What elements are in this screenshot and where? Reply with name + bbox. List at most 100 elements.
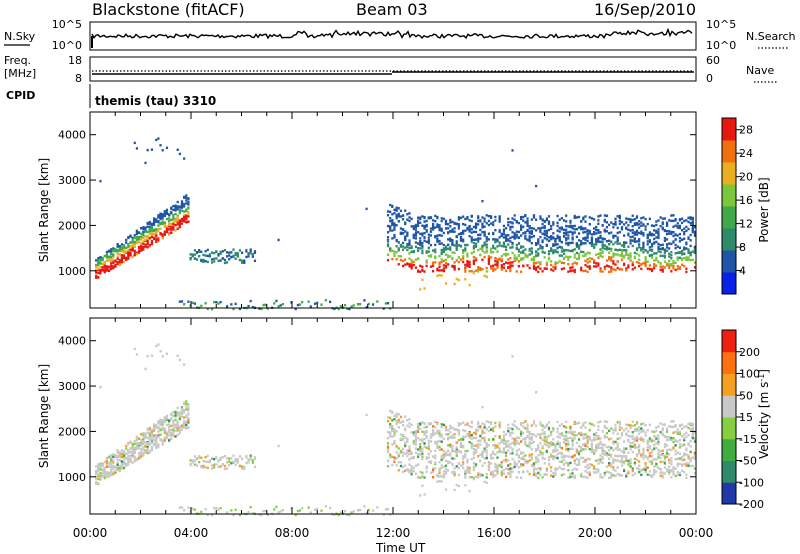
power-point (588, 265, 591, 268)
velocity-point (419, 453, 422, 456)
power-point (489, 247, 493, 251)
velocity-point (655, 462, 658, 466)
velocity-point (481, 464, 484, 467)
power-point (550, 235, 553, 238)
velocity-point (552, 475, 555, 478)
velocity-point (489, 472, 493, 476)
velocity-point (599, 473, 602, 476)
velocity-point (434, 425, 437, 429)
power-point (359, 302, 362, 306)
power-point (200, 258, 203, 262)
velocity-point (225, 461, 229, 464)
power-point (161, 220, 164, 223)
power-point (693, 233, 697, 236)
velocity-point (423, 476, 426, 479)
power-point (530, 242, 533, 245)
power-point (457, 224, 460, 228)
power-point (122, 260, 126, 264)
velocity-point (644, 465, 647, 468)
power-point (193, 302, 196, 305)
power-point (556, 224, 559, 228)
power-point (683, 232, 686, 236)
power-point (625, 221, 628, 224)
power-point (459, 216, 463, 220)
nave-label: Nave (746, 64, 774, 77)
velocity-point (122, 457, 126, 460)
velocity-point (281, 508, 284, 512)
velocity-point (588, 438, 591, 441)
power-point (689, 233, 692, 237)
power-point (498, 215, 501, 218)
velocity-point (653, 447, 656, 450)
power-point (479, 253, 482, 257)
power-point (144, 245, 147, 248)
velocity-point (633, 461, 636, 464)
power-point (653, 259, 656, 262)
power-point (429, 227, 433, 230)
power-point (526, 254, 529, 257)
velocity-point (528, 433, 531, 436)
velocity-point (689, 422, 692, 425)
velocity-point (436, 441, 439, 444)
power-point (95, 263, 98, 267)
velocity-point (187, 418, 190, 421)
velocity-point (485, 420, 488, 423)
velocity-point (565, 438, 568, 442)
velocity-point (489, 457, 493, 460)
velocity-point (599, 442, 602, 445)
power-point (122, 244, 126, 247)
velocity-point (408, 449, 411, 453)
velocity-point (183, 363, 186, 366)
velocity-point (560, 452, 563, 456)
velocity-point (509, 462, 512, 466)
velocity-point (142, 433, 145, 437)
velocity-point (560, 432, 563, 435)
velocity-point (541, 445, 544, 448)
power-point (571, 269, 574, 272)
velocity-point (142, 454, 145, 457)
power-point (565, 231, 568, 234)
power-point (421, 251, 424, 255)
velocity-point (627, 471, 630, 475)
power-point (661, 243, 664, 246)
power-point (502, 236, 506, 239)
power-point (440, 248, 443, 252)
power-point (393, 250, 396, 253)
power-point (206, 260, 209, 264)
power-point (633, 218, 636, 221)
power-point (483, 255, 486, 259)
velocity-point (515, 439, 518, 443)
power-point (487, 232, 491, 235)
velocity-point (494, 474, 497, 477)
velocity-point (133, 442, 136, 446)
power-point (511, 261, 514, 264)
power-point (150, 239, 154, 243)
velocity-point (114, 471, 117, 474)
power-point (470, 228, 473, 231)
power-point (642, 241, 645, 245)
velocity-point (440, 480, 443, 483)
velocity-point (657, 451, 660, 455)
power-point (597, 256, 600, 259)
power-point (498, 244, 501, 247)
power-point (644, 249, 647, 252)
velocity-point (140, 438, 143, 442)
power-point (135, 232, 139, 236)
power-point (217, 259, 220, 263)
power-point (556, 229, 559, 232)
power-point (391, 213, 394, 216)
power-point (569, 269, 572, 273)
velocity-point (444, 464, 448, 467)
velocity-point (526, 429, 529, 432)
velocity-point (253, 465, 257, 469)
velocity-point (573, 454, 576, 457)
velocity-point (161, 355, 164, 358)
power-point (631, 218, 634, 222)
power-point (172, 215, 175, 218)
velocity-point (389, 422, 392, 426)
power-point (640, 221, 643, 224)
velocity-point (419, 445, 422, 449)
power-point (500, 234, 503, 237)
velocity-point (545, 435, 548, 439)
power-point (193, 257, 196, 260)
